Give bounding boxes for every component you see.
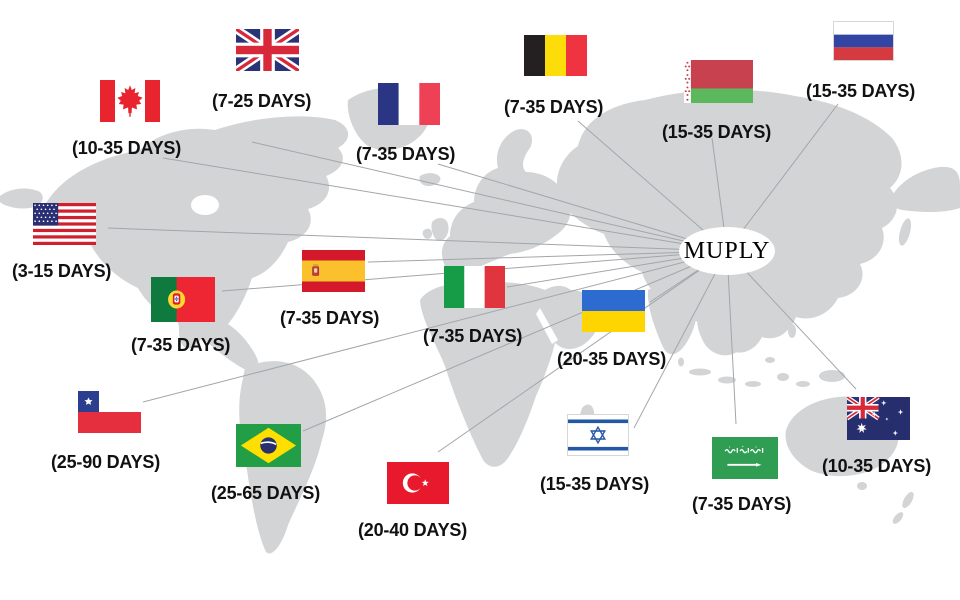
france-days-label: (7-35 DAYS) <box>356 144 456 164</box>
sea-cutouts <box>191 195 599 344</box>
canada-flag-icon <box>100 80 160 122</box>
italy-flag-icon <box>444 266 505 308</box>
saudi-arabia-days-label: (7-35 DAYS) <box>692 494 792 514</box>
turkey-flag-icon <box>387 462 449 504</box>
russia-days-label: (15-35 DAYS) <box>806 81 915 101</box>
israel-flag-icon <box>567 414 629 456</box>
france-flag-icon <box>378 83 440 125</box>
belarus-flag-icon <box>684 60 753 103</box>
portugal-flag-icon <box>151 277 215 322</box>
turkey-days-label: (20-40 DAYS) <box>358 520 467 540</box>
brazil-days-label: (25-65 DAYS) <box>211 483 320 503</box>
uk-flag-icon <box>236 29 299 71</box>
australia-days-label: (10-35 DAYS) <box>822 456 931 476</box>
australia-flag-icon <box>847 397 910 440</box>
italy-days-label: (7-35 DAYS) <box>423 326 523 346</box>
spain-days-label: (7-35 DAYS) <box>280 308 380 328</box>
ukraine-flag-icon <box>582 290 645 332</box>
canada-days-label: (10-35 DAYS) <box>72 138 181 158</box>
belarus-days-label: (15-35 DAYS) <box>662 122 771 142</box>
belgium-flag-icon <box>524 35 587 76</box>
chile-days-label: (25-90 DAYS) <box>51 452 160 472</box>
chile-flag-icon <box>78 391 141 433</box>
brazil-flag-icon <box>236 424 301 467</box>
usa-flag-icon <box>33 203 96 245</box>
usa-days-label: (3-15 DAYS) <box>12 261 112 281</box>
hub-ellipse: MUPLY <box>679 227 775 275</box>
saudi-arabia-flag-icon <box>712 437 778 479</box>
ukraine-days-label: (20-35 DAYS) <box>557 349 666 369</box>
hub-label: MUPLY <box>683 237 771 264</box>
russia-flag-icon <box>833 21 894 61</box>
continents <box>0 87 960 554</box>
israel-days-label: (15-35 DAYS) <box>540 474 649 494</box>
portugal-days-label: (7-35 DAYS) <box>131 335 231 355</box>
belgium-days-label: (7-35 DAYS) <box>504 97 604 117</box>
spain-flag-icon <box>302 250 365 292</box>
uk-days-label: (7-25 DAYS) <box>212 91 312 111</box>
